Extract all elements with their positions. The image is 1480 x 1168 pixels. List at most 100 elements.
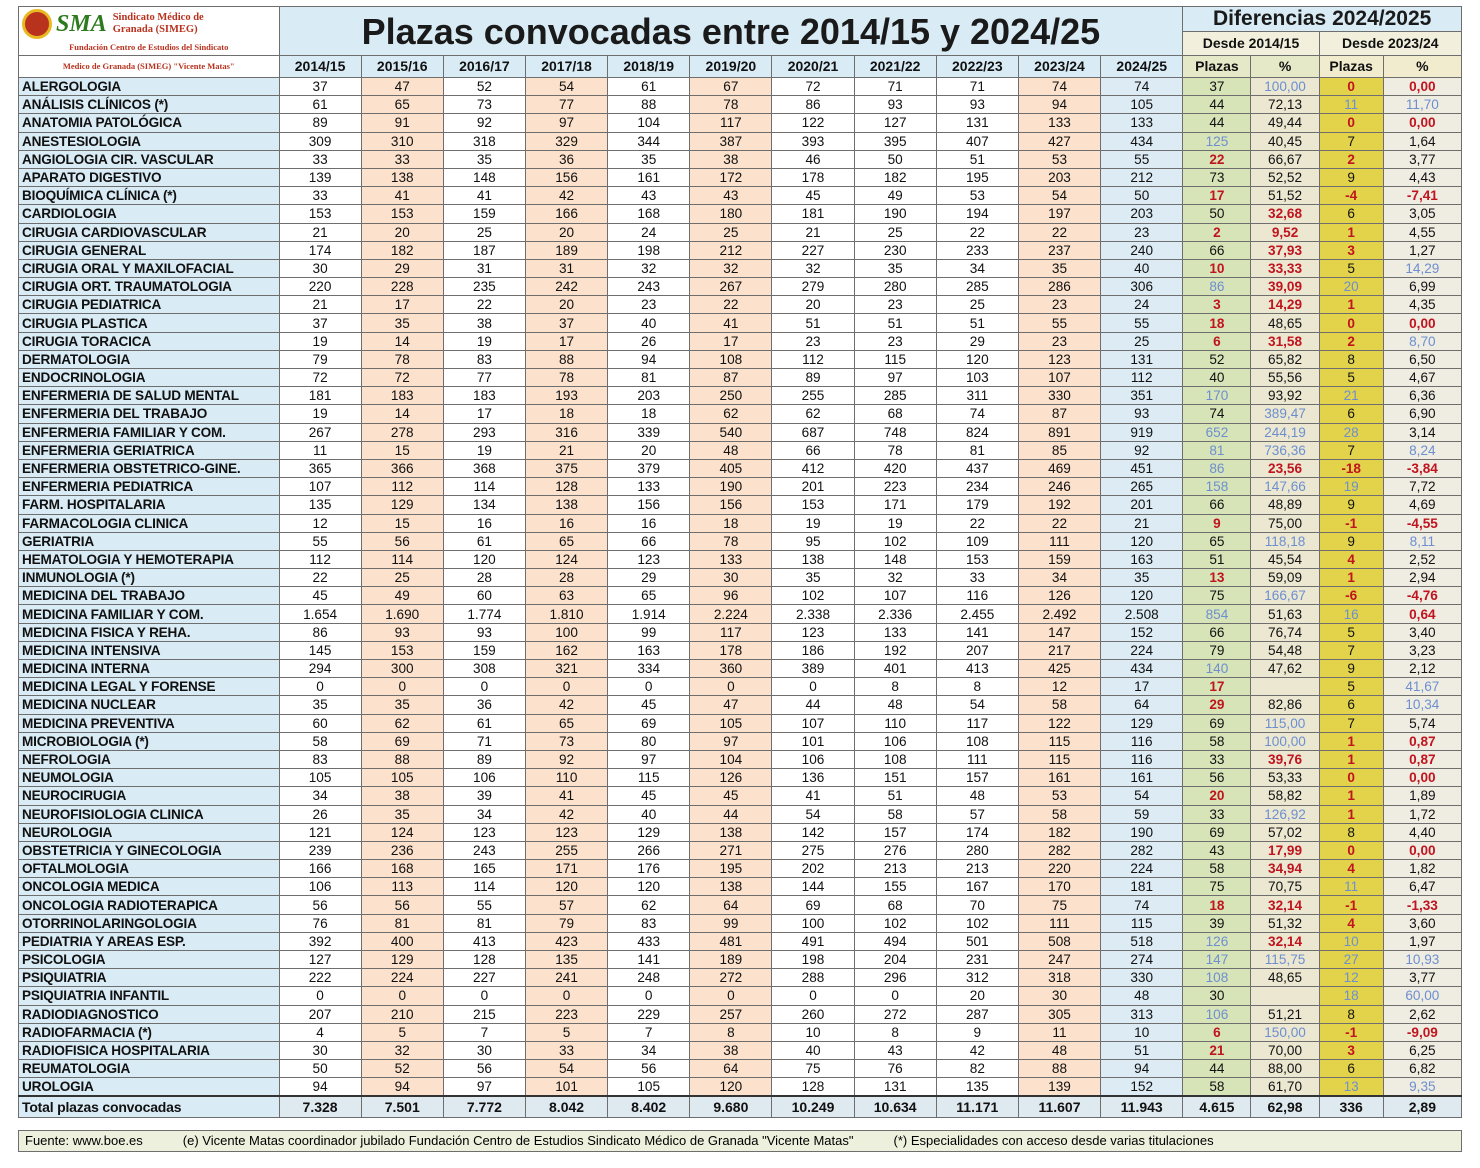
- table-cell: 108: [689, 349, 773, 370]
- table-row: CIRUGIA PLASTICA 37 35 38 37 40 41 51 51 51 55 55 18…: [18, 313, 1463, 333]
- table-cell: 22: [935, 222, 1019, 242]
- table-cell: 41: [360, 186, 444, 206]
- table-cell: 30: [442, 1040, 526, 1061]
- table-cell: 318: [442, 131, 526, 151]
- table-cell: 54: [1017, 186, 1102, 206]
- table-cell: 27: [1318, 949, 1384, 970]
- table-cell: 334: [607, 658, 691, 679]
- table-cell: 25: [360, 568, 444, 588]
- table-cell: 1,27: [1382, 240, 1463, 260]
- table-cell: 234: [935, 477, 1019, 497]
- table-cell: 93: [360, 622, 444, 642]
- table-cell: 293: [442, 422, 526, 442]
- table-row: ANGIOLOGIA CIR. VASCULAR 33 33 35 36 35 38 46 50…: [18, 149, 1463, 169]
- logo-text: SMA: [56, 10, 107, 37]
- table-cell: 6,82: [1382, 1059, 1463, 1079]
- specialty-name: INMUNOLOGIA (*): [18, 568, 280, 588]
- table-cell: 48,89: [1250, 495, 1320, 515]
- table-cell: 2: [1318, 331, 1384, 351]
- table-cell: 212: [689, 240, 773, 260]
- table-cell: 80: [607, 731, 691, 751]
- table-cell: -6: [1318, 586, 1384, 606]
- table-cell: [1250, 677, 1320, 697]
- table-cell: 33: [278, 149, 362, 169]
- table-cell: 44: [771, 695, 855, 715]
- table-cell: 8,70: [1382, 331, 1463, 351]
- table-cell: 437: [935, 458, 1019, 479]
- table-cell: 115: [607, 768, 691, 788]
- specialty-name: RADIOFARMACIA (*): [18, 1022, 280, 1042]
- table-row: ENFERMERIA DE SALUD MENTAL 181 183 183 193 20…: [18, 386, 1463, 406]
- table-cell: 19: [853, 513, 937, 533]
- table-cell: 412: [771, 458, 855, 479]
- table-cell: 6,90: [1382, 404, 1463, 424]
- table-cell: 112: [771, 349, 855, 370]
- table-cell: 85: [1017, 440, 1102, 460]
- table-cell: 58: [853, 804, 937, 824]
- table-cell: 11.171: [935, 1095, 1019, 1118]
- table-cell: 2.224: [689, 604, 773, 624]
- specialty-name: UROLOGIA: [18, 1077, 280, 1097]
- table-cell: 17: [1182, 677, 1252, 697]
- table-cell: 48: [1100, 986, 1184, 1006]
- table-cell: 392: [278, 931, 362, 952]
- table-cell: 3,77: [1382, 968, 1463, 988]
- table-cell: 153: [278, 204, 362, 224]
- table-cell: 58: [1182, 731, 1252, 751]
- table-row: RADIOFISICA HOSPITALARIA 30 32 30 33 34 38 40 43…: [18, 1040, 1463, 1061]
- table-cell: 0,00: [1382, 768, 1463, 788]
- column-header-row: Medico de Granada (SIMEG) "Vicente Matas…: [18, 55, 1463, 78]
- table-cell: 59: [1100, 804, 1184, 824]
- table-cell: 174: [278, 240, 362, 260]
- table-cell: 117: [689, 622, 773, 642]
- table-cell: -9,09: [1382, 1022, 1463, 1042]
- table-cell: 3,05: [1382, 204, 1463, 224]
- table-cell: 56: [442, 1059, 526, 1079]
- table-cell: 230: [853, 240, 937, 260]
- table-cell: 12: [1017, 677, 1102, 697]
- table-cell: 18: [1182, 895, 1252, 915]
- table-cell: 227: [442, 968, 526, 988]
- table-cell: 190: [853, 204, 937, 224]
- table-cell: 133: [853, 622, 937, 642]
- table-cell: 10,93: [1382, 949, 1463, 970]
- table-cell: 183: [442, 386, 526, 406]
- table-cell: 65: [1182, 531, 1252, 551]
- table-cell: -1: [1318, 513, 1384, 533]
- table-cell: 183: [360, 386, 444, 406]
- table-cell: 6: [1318, 695, 1384, 715]
- table-cell: 193: [524, 386, 609, 406]
- table-cell: 413: [935, 658, 1019, 679]
- table-cell: 69: [1182, 713, 1252, 733]
- table-cell: 4: [1318, 913, 1384, 933]
- table-cell: 39: [1182, 913, 1252, 933]
- table-cell: 195: [935, 167, 1019, 188]
- table-cell: 233: [935, 240, 1019, 260]
- table-cell: 35: [1100, 568, 1184, 588]
- table-cell: 7: [1318, 440, 1384, 460]
- table-cell: 0,00: [1382, 313, 1463, 333]
- table-cell: 223: [524, 1004, 609, 1024]
- table-cell: 244,19: [1250, 422, 1320, 442]
- table-cell: 189: [689, 949, 773, 970]
- table-cell: 55,56: [1250, 367, 1320, 388]
- table-cell: 0: [689, 986, 773, 1006]
- specialty-name: CIRUGIA PLASTICA: [18, 313, 280, 333]
- table-cell: 102: [935, 913, 1019, 933]
- table-cell: 141: [607, 949, 691, 970]
- table-row: HEMATOLOGIA Y HEMOTERAPIA 112 114 120 124 123…: [18, 549, 1463, 570]
- specialty-name: ENFERMERIA GERIATRICA: [18, 440, 280, 460]
- table-cell: 45: [607, 695, 691, 715]
- table-cell: 83: [607, 913, 691, 933]
- table-cell: 6: [1182, 331, 1252, 351]
- table-cell: 5: [1318, 677, 1384, 697]
- table-cell: 94: [1100, 1059, 1184, 1079]
- table-cell: 124: [524, 549, 609, 570]
- table-cell: 30: [1017, 986, 1102, 1006]
- table-row: CIRUGIA ORT. TRAUMATOLOGIA 220 228 235 242 24…: [18, 277, 1463, 297]
- table-cell: 94: [278, 1077, 362, 1097]
- table-row: ANATOMIA PATOLÓGICA 89 91 92 97 104 117 122 127 1…: [18, 113, 1463, 133]
- table-cell: 0: [1318, 768, 1384, 788]
- table-cell: 229: [607, 1004, 691, 1024]
- table-cell: 141: [935, 622, 1019, 642]
